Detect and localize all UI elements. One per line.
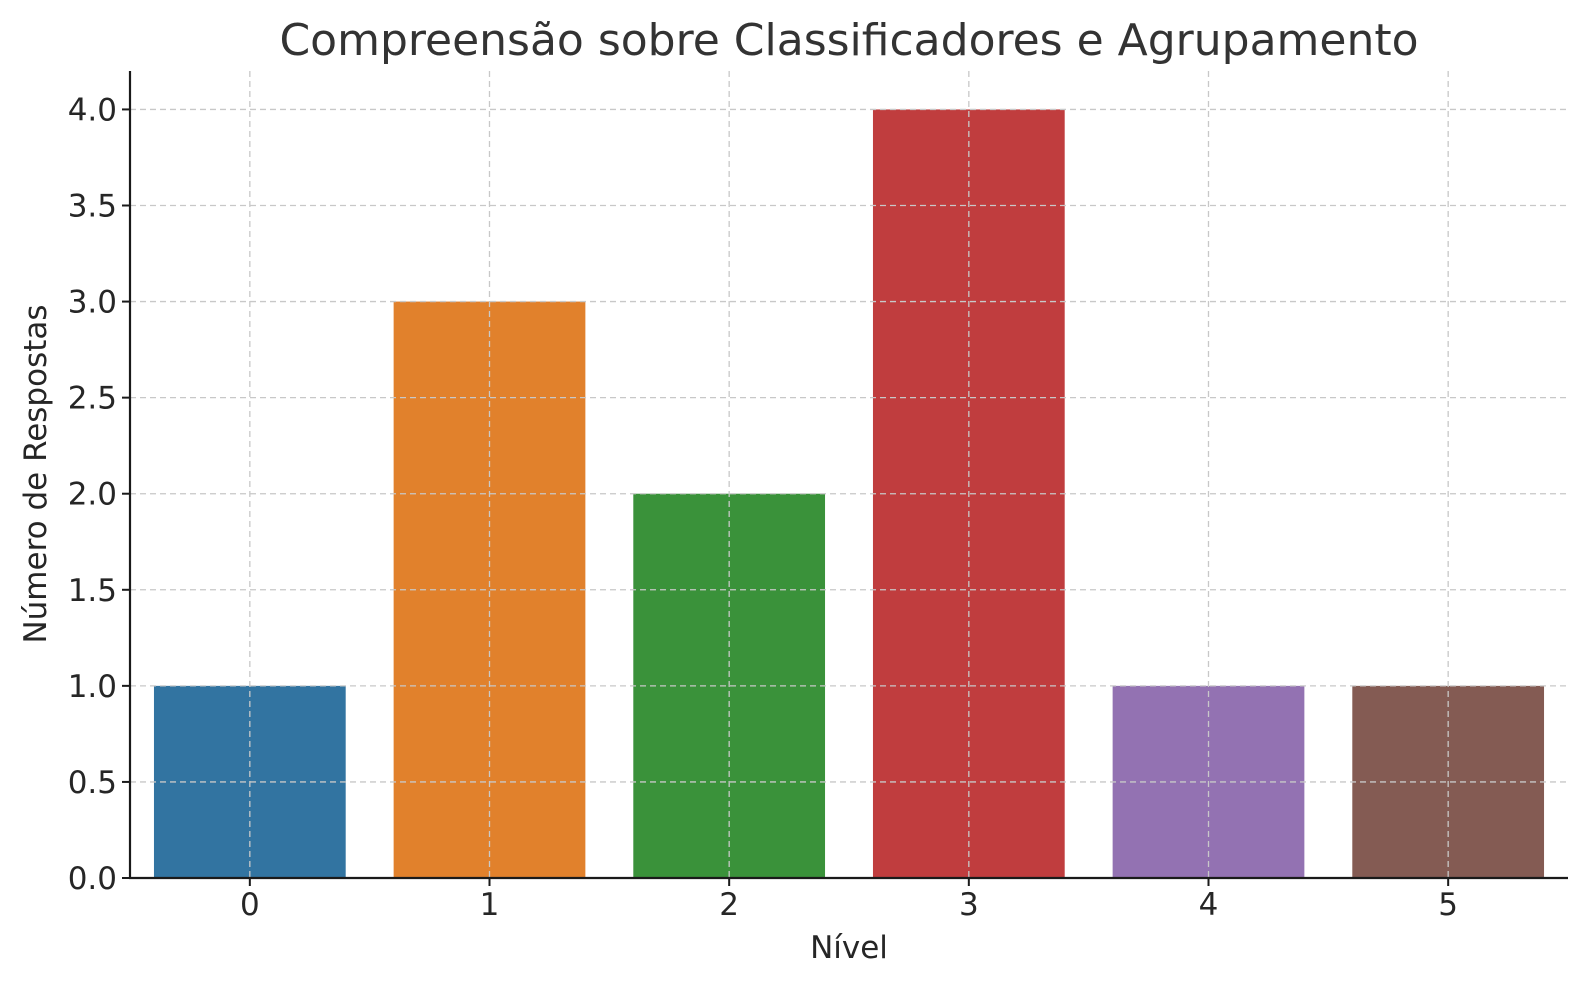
y-tick-label: 4.0 [68,92,117,128]
x-tick-label: 4 [1199,887,1219,923]
y-axis-label: Número de Respostas [18,304,54,643]
y-tick-label: 2.5 [68,381,117,417]
y-tick-label: 1.0 [68,669,117,705]
x-tick-label: 2 [719,887,739,923]
y-tick-label: 1.5 [68,573,117,609]
x-tick-label: 0 [240,887,260,923]
y-tick-label: 0.0 [68,861,117,897]
x-axis-label: Nível [810,930,888,966]
chart-title: Compreensão sobre Classificadores e Agru… [279,15,1418,66]
ticks-layer: 0.0 0.5 1.0 1.5 2.0 2.5 3.0 3.5 4.0 0 1 2 3 4 5 [68,92,1458,923]
x-tick-label: 5 [1438,887,1458,923]
y-tick-label: 2.0 [68,477,117,513]
y-tick-label: 0.5 [68,765,117,801]
grid-layer [130,71,1568,878]
x-tick-label: 1 [480,887,500,923]
y-tick-label: 3.5 [68,189,117,225]
y-tick-label: 3.0 [68,285,117,321]
x-tick-label: 3 [959,887,979,923]
